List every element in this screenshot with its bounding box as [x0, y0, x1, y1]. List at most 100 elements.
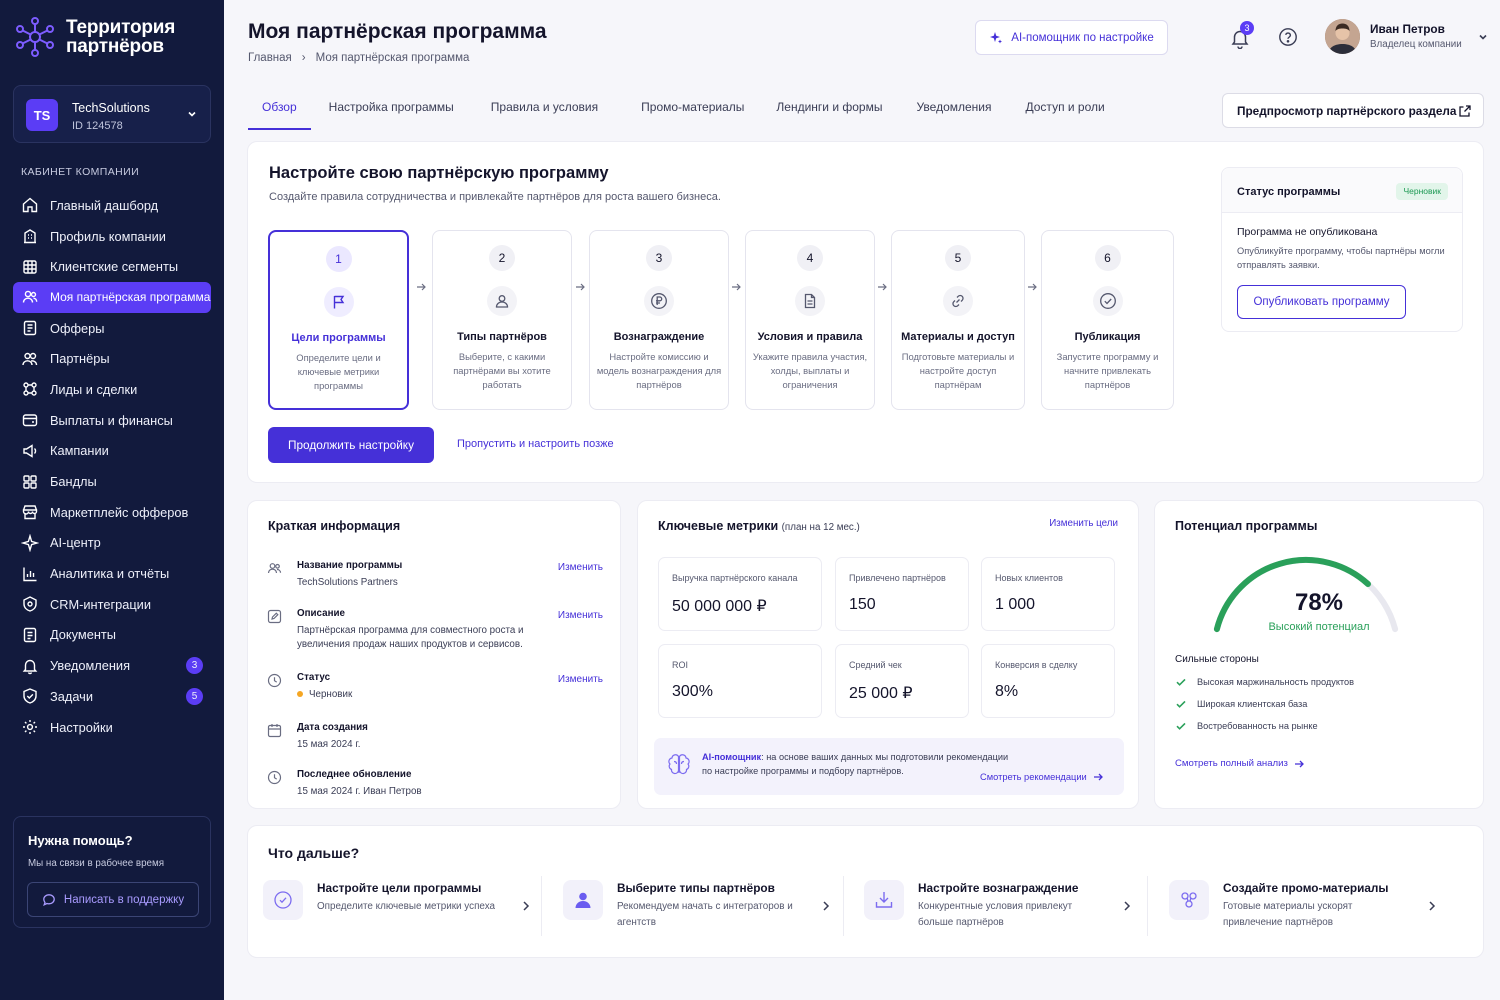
edit-description-link[interactable]: Изменить	[557, 610, 603, 621]
ai-recommendation: AI-помощник: на основе ваших данных мы п…	[654, 738, 1124, 795]
arrow-right-icon	[416, 282, 426, 292]
breadcrumb-home[interactable]: Главная	[248, 52, 292, 64]
download-tray-icon	[864, 880, 904, 920]
metric-value: 150	[849, 596, 876, 613]
step-goals[interactable]: 1 Цели программы Определите цели и ключе…	[268, 230, 409, 410]
step-reward[interactable]: 3 Вознаграждение Настройте комиссию и мо…	[589, 230, 729, 410]
brand-logo[interactable]: Территория партнёров	[14, 16, 186, 58]
step-materials[interactable]: 5 Материалы и доступ Подготовьте материа…	[891, 230, 1025, 410]
megaphone-icon	[21, 442, 39, 460]
gauge-svg	[1213, 557, 1399, 633]
status-label: Статус программы	[1237, 186, 1341, 198]
sidebar-item-label: Документы	[50, 627, 116, 643]
edit-goals-link[interactable]: Изменить цели	[1049, 518, 1118, 529]
chart-icon	[21, 565, 39, 583]
sidebar-item-label: Маркетплейс офферов	[50, 504, 189, 520]
status-heading: Программа не опубликована	[1237, 226, 1378, 238]
sidebar-item-documents[interactable]: Документы	[13, 620, 211, 651]
sparkle-icon	[989, 31, 1003, 45]
ai-line-1: : на основе ваших данных мы подготовили …	[761, 752, 1009, 762]
next-item-goals[interactable]: Настройте цели программы Определите ключ…	[263, 878, 553, 938]
help-title: Нужна помощь?	[28, 833, 133, 848]
chat-icon	[42, 893, 56, 907]
next-item-partner-types[interactable]: Выберите типы партнёров Рекомендуем нача…	[563, 878, 853, 938]
publish-program-button[interactable]: Опубликовать программу	[1237, 285, 1406, 319]
sidebar-item-label: Уведомления	[50, 658, 131, 674]
step-number: 4	[797, 245, 823, 271]
status-badge: Черновик	[1396, 183, 1448, 200]
sidebar-item-campaigns[interactable]: Кампании	[13, 436, 211, 467]
edit-name-link[interactable]: Изменить	[557, 562, 603, 573]
tab-landings[interactable]: Лендинги и формы	[776, 100, 883, 114]
sidebar-item-partner-program[interactable]: Моя партнёрская программа	[13, 282, 211, 313]
status-value: Черновик	[309, 689, 353, 700]
step-publish[interactable]: 6 Публикация Запустите программу и начни…	[1041, 230, 1174, 410]
metric-conversion: Конверсия в сделку 8%	[981, 644, 1115, 718]
sidebar-item-payouts[interactable]: Выплаты и финансы	[13, 405, 211, 436]
sidebar-item-label: Партнёры	[50, 351, 110, 367]
step-partner-types[interactable]: 2 Типы партнёров Выберите, с какими парт…	[432, 230, 572, 410]
ai-assistant-name: AI-помощник	[702, 752, 762, 762]
user-menu[interactable]: Иван Петров Владелец компании	[1325, 19, 1490, 55]
sidebar-item-analytics[interactable]: Аналитика и отчёты	[13, 558, 211, 589]
sidebar-item-notifications[interactable]: Уведомления 3	[13, 650, 211, 681]
next-item-reward[interactable]: Настройте вознаграждение Конкурентные ус…	[864, 878, 1154, 938]
sidebar-item-segments[interactable]: Клиентские сегменты	[13, 251, 211, 282]
sidebar-item-bundles[interactable]: Бандлы	[13, 466, 211, 497]
step-rules[interactable]: 4 Условия и правила Укажите правила учас…	[745, 230, 875, 410]
company-switcher[interactable]: TS TechSolutions ID 124578	[13, 85, 211, 143]
step-title: Публикация	[1074, 331, 1141, 343]
full-analysis-link[interactable]: Смотреть полный анализ	[1175, 758, 1304, 769]
sidebar-item-offers[interactable]: Офферы	[13, 313, 211, 344]
tab-access[interactable]: Доступ и роли	[1025, 100, 1105, 114]
metric-partners: Привлечено партнёров 150	[835, 557, 969, 631]
step-title: Материалы и доступ	[901, 331, 1015, 343]
preview-button[interactable]: Предпросмотр партнёрского раздела	[1222, 93, 1484, 128]
sidebar-item-tasks[interactable]: Задачи 5	[13, 681, 211, 712]
potential-title: Потенциал программы	[1175, 519, 1318, 533]
arrow-right-icon	[877, 282, 887, 292]
sidebar-item-dashboard[interactable]: Главный дашборд	[13, 190, 211, 221]
sidebar-item-leads[interactable]: Лиды и сделки	[13, 374, 211, 405]
user-name: Иван Петров	[1370, 22, 1445, 36]
notifications-button[interactable]: 3	[1229, 21, 1254, 49]
home-icon	[21, 196, 39, 214]
status-dot	[297, 691, 303, 698]
sidebar-item-label: Бандлы	[50, 474, 97, 490]
info-label: Последнее обновление	[297, 769, 412, 780]
check-circle-icon	[1092, 286, 1123, 316]
sidebar-item-partners[interactable]: Партнёры	[13, 343, 211, 374]
metric-label: Конверсия в сделку	[995, 660, 1078, 670]
check-icon	[1175, 698, 1187, 710]
support-button[interactable]: Написать в поддержку	[27, 882, 199, 917]
next-item-promo[interactable]: Создайте промо-материалы Готовые материа…	[1169, 878, 1459, 938]
view-recommendations-link[interactable]: Смотреть рекомендации	[980, 772, 1103, 782]
tab-rules[interactable]: Правила и условия	[490, 100, 599, 114]
sidebar-item-label: Профиль компании	[50, 228, 166, 244]
tab-program-setup[interactable]: Настройка программы	[328, 100, 454, 114]
potential-percent: 78%	[1294, 589, 1344, 616]
edit-status-link[interactable]: Изменить	[557, 674, 603, 685]
arrow-right-icon	[1027, 282, 1037, 292]
ai-assistant-button[interactable]: AI-помощник по настройке	[975, 20, 1168, 55]
next-item-title: Настройте цели программы	[317, 881, 482, 895]
sidebar-item-settings[interactable]: Настройки	[13, 712, 211, 743]
continue-setup-button[interactable]: Продолжить настройку	[268, 427, 434, 463]
sidebar-item-ai-center[interactable]: AI-центр	[13, 528, 211, 559]
network-logo-icon	[14, 16, 56, 58]
avatar	[1325, 19, 1360, 54]
tab-promo[interactable]: Промо-материалы	[641, 100, 745, 114]
divider	[843, 876, 844, 936]
metric-revenue: Выручка партнёрского канала 50 000 000 ₽	[658, 557, 822, 631]
tab-notifications[interactable]: Уведомления	[916, 100, 992, 114]
program-status-panel: Статус программы Черновик Программа не о…	[1221, 167, 1463, 332]
sidebar-item-company-profile[interactable]: Профиль компании	[13, 221, 211, 252]
arrow-right-icon	[1294, 759, 1304, 769]
skip-setup-link[interactable]: Пропустить и настроить позже	[457, 438, 614, 450]
tab-overview[interactable]: Обзор	[248, 92, 311, 130]
clock-icon	[266, 672, 283, 689]
help-button[interactable]	[1278, 27, 1298, 47]
sidebar-item-crm[interactable]: CRM-интеграции	[13, 589, 211, 620]
sidebar-item-marketplace[interactable]: Маркетплейс офферов	[13, 497, 211, 528]
potential-gauge	[1201, 547, 1411, 647]
